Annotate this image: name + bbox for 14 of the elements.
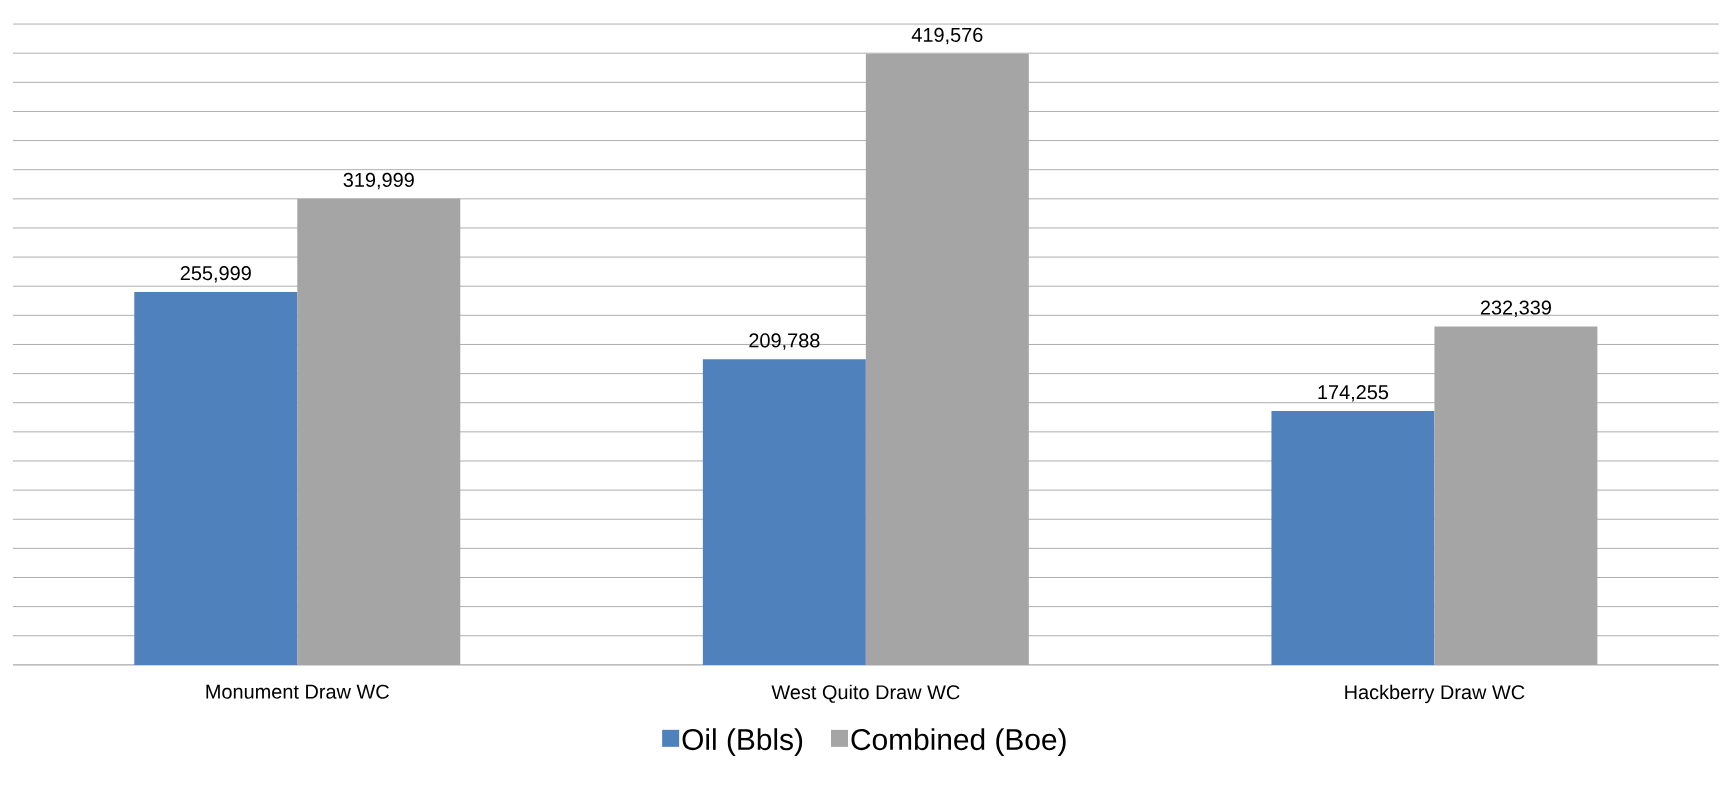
data-label: 209,788 — [749, 333, 820, 350]
data-label: 174,255 — [1318, 385, 1389, 402]
data-label: 232,339 — [1480, 300, 1551, 318]
bar — [702, 359, 866, 665]
data-label: 255,999 — [180, 266, 251, 283]
legend-label: Oil (Bbls) — [682, 728, 803, 757]
bar — [134, 292, 298, 665]
x-tick-label: Hackberry Draw WC — [1345, 684, 1525, 704]
data-label: 419,576 — [911, 27, 983, 45]
x-tick-label: Monument Draw WC — [206, 684, 389, 699]
x-tick-label: West Quito Draw WC — [771, 684, 960, 703]
legend-label: Combined (Boe) — [851, 728, 1066, 757]
bar — [1271, 411, 1435, 665]
data-label: 319,999 — [343, 172, 414, 190]
